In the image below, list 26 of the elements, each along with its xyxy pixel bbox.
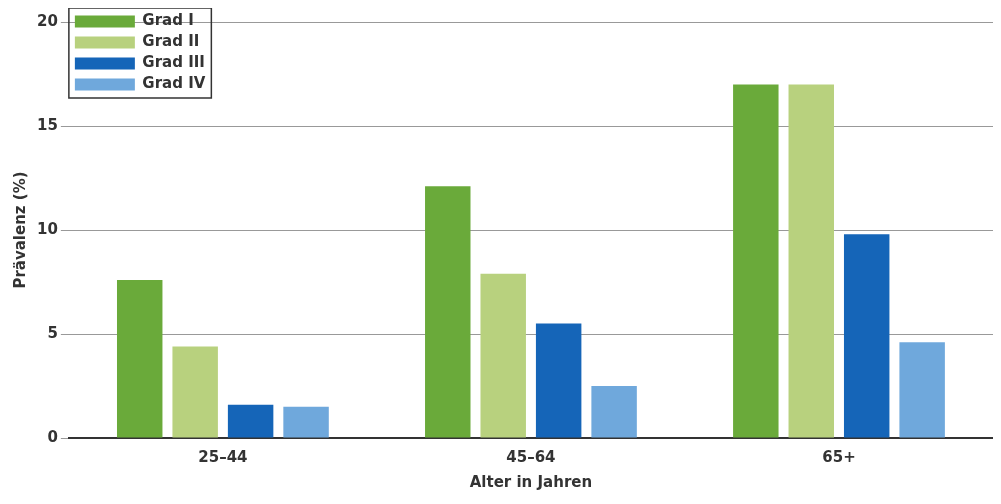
y-axis-title: Prävalenz (%) — [10, 171, 29, 289]
x-tick-label: 25–44 — [198, 447, 248, 466]
bar — [425, 186, 471, 438]
y-tick-label: 5 — [47, 323, 58, 342]
bar — [227, 404, 274, 438]
legend-label: Grad III — [142, 53, 205, 72]
bar — [535, 323, 582, 438]
bar — [172, 346, 218, 438]
y-tick-label: 20 — [37, 11, 58, 30]
bar — [591, 386, 637, 438]
bar — [788, 84, 834, 438]
bar — [480, 273, 526, 438]
bar — [899, 342, 945, 438]
y-tick-label: 0 — [47, 427, 58, 446]
bar — [733, 84, 779, 438]
legend-label: Grad II — [142, 32, 200, 51]
bar — [116, 279, 163, 438]
y-tick-label: 10 — [37, 219, 58, 238]
legend-label: Grad IV — [142, 74, 206, 93]
legend-label: Grad I — [142, 11, 194, 30]
x-axis-title: Alter in Jahren — [469, 472, 593, 491]
bar — [843, 234, 890, 438]
bar — [283, 406, 329, 438]
x-tick-label: 45–64 — [506, 447, 556, 466]
x-tick-label: 65+ — [822, 447, 856, 466]
y-tick-label: 15 — [37, 115, 58, 134]
